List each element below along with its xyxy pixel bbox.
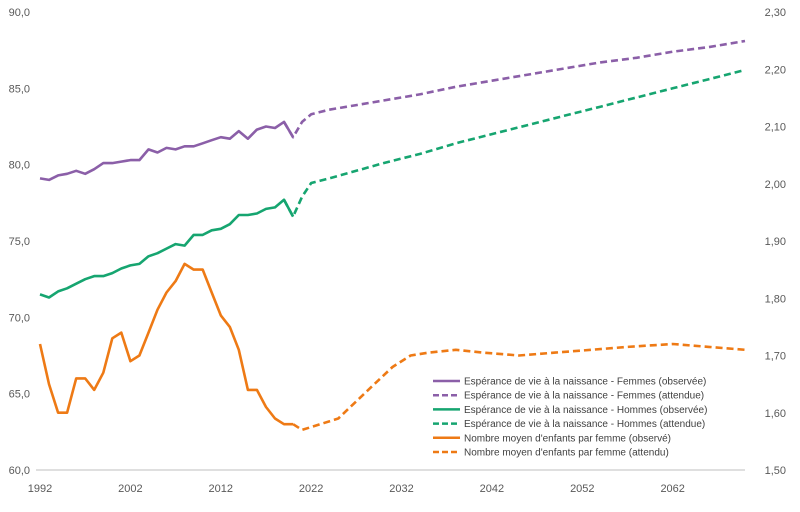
y-tick-label: 85,0 xyxy=(9,83,30,95)
y-tick-label: 90,0 xyxy=(9,7,30,19)
legend-label: Nombre moyen d'enfants par femme (attend… xyxy=(464,448,669,459)
y2-tick-label: 1,60 xyxy=(765,408,786,420)
legend: Espérance de vie à la naissance - Femmes… xyxy=(433,377,707,459)
y-tick-label: 80,0 xyxy=(9,160,30,172)
y2-tick-label: 2,20 xyxy=(765,64,786,76)
y2-tick-label: 1,90 xyxy=(765,236,786,248)
series-layer xyxy=(38,39,746,432)
y2-tick-label: 2,00 xyxy=(765,179,786,191)
y-tick-label: 65,0 xyxy=(9,389,30,401)
y-tick-label: 60,0 xyxy=(9,465,30,477)
x-tick-label: 2002 xyxy=(118,483,142,495)
x-tick-label: 2022 xyxy=(299,483,323,495)
x-tick-label: 2012 xyxy=(209,483,233,495)
series-line-femmes-observed xyxy=(39,120,295,182)
y2-tick-label: 2,30 xyxy=(765,7,786,19)
x-tick-label: 2062 xyxy=(660,483,684,495)
y2-tick-label: 1,80 xyxy=(765,293,786,305)
series-line-enfants-expected xyxy=(292,342,746,432)
x-tick-label: 1992 xyxy=(28,483,52,495)
y2-tick-label: 2,10 xyxy=(765,122,786,134)
series-line-hommes-expected xyxy=(282,68,746,218)
x-tick-label: 2032 xyxy=(389,483,413,495)
y2-tick-label: 1,70 xyxy=(765,351,786,363)
x-axis: 1992 2002 2012 2022 2032 2042 2052 2062 xyxy=(28,483,685,495)
y-axis-right: 1,50 1,60 1,70 1,80 1,90 2,00 2,10 2,20 2,30 xyxy=(765,7,786,477)
x-tick-label: 2042 xyxy=(480,483,504,495)
legend-label: Espérance de vie à la naissance - Hommes… xyxy=(464,419,705,430)
legend-label: Nombre moyen d'enfants par femme (observ… xyxy=(464,433,671,444)
series-line-enfants-observed xyxy=(38,262,294,426)
y-tick-label: 70,0 xyxy=(9,312,30,324)
legend-label: Espérance de vie à la naissance - Hommes… xyxy=(464,405,707,416)
legend-label: Espérance de vie à la naissance - Femmes… xyxy=(464,377,706,388)
legend-label: Espérance de vie à la naissance - Femmes… xyxy=(464,391,704,402)
x-tick-label: 2052 xyxy=(570,483,594,495)
y-axis-left: 60,0 65,0 70,0 75,0 80,0 85,0 90,0 xyxy=(9,7,30,477)
series-line-femmes-expected xyxy=(282,39,746,139)
y2-tick-label: 1,50 xyxy=(765,465,786,477)
series-line-hommes-observed xyxy=(39,198,295,299)
y-tick-label: 75,0 xyxy=(9,236,30,248)
